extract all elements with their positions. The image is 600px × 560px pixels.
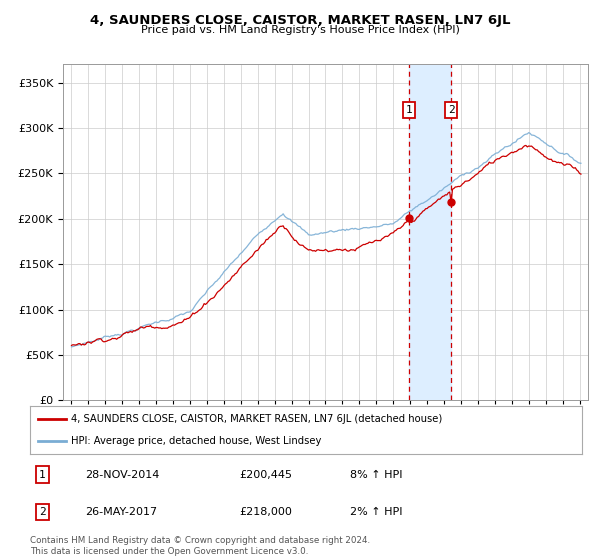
Text: HPI: Average price, detached house, West Lindsey: HPI: Average price, detached house, West… [71, 436, 322, 446]
Text: 4, SAUNDERS CLOSE, CAISTOR, MARKET RASEN, LN7 6JL (detached house): 4, SAUNDERS CLOSE, CAISTOR, MARKET RASEN… [71, 414, 443, 424]
Text: 2% ↑ HPI: 2% ↑ HPI [350, 507, 403, 517]
Text: 8% ↑ HPI: 8% ↑ HPI [350, 470, 403, 479]
Text: 4, SAUNDERS CLOSE, CAISTOR, MARKET RASEN, LN7 6JL: 4, SAUNDERS CLOSE, CAISTOR, MARKET RASEN… [90, 14, 510, 27]
Text: 2: 2 [448, 105, 454, 115]
Text: 1: 1 [406, 105, 412, 115]
Text: Contains HM Land Registry data © Crown copyright and database right 2024.
This d: Contains HM Land Registry data © Crown c… [30, 536, 370, 556]
Text: Price paid vs. HM Land Registry's House Price Index (HPI): Price paid vs. HM Land Registry's House … [140, 25, 460, 35]
Text: 2: 2 [39, 507, 46, 517]
Text: £218,000: £218,000 [240, 507, 293, 517]
Bar [409, 64, 451, 400]
Text: 26-MAY-2017: 26-MAY-2017 [85, 507, 157, 517]
Text: 1: 1 [39, 470, 46, 479]
Text: £200,445: £200,445 [240, 470, 293, 479]
Text: 28-NOV-2014: 28-NOV-2014 [85, 470, 160, 479]
